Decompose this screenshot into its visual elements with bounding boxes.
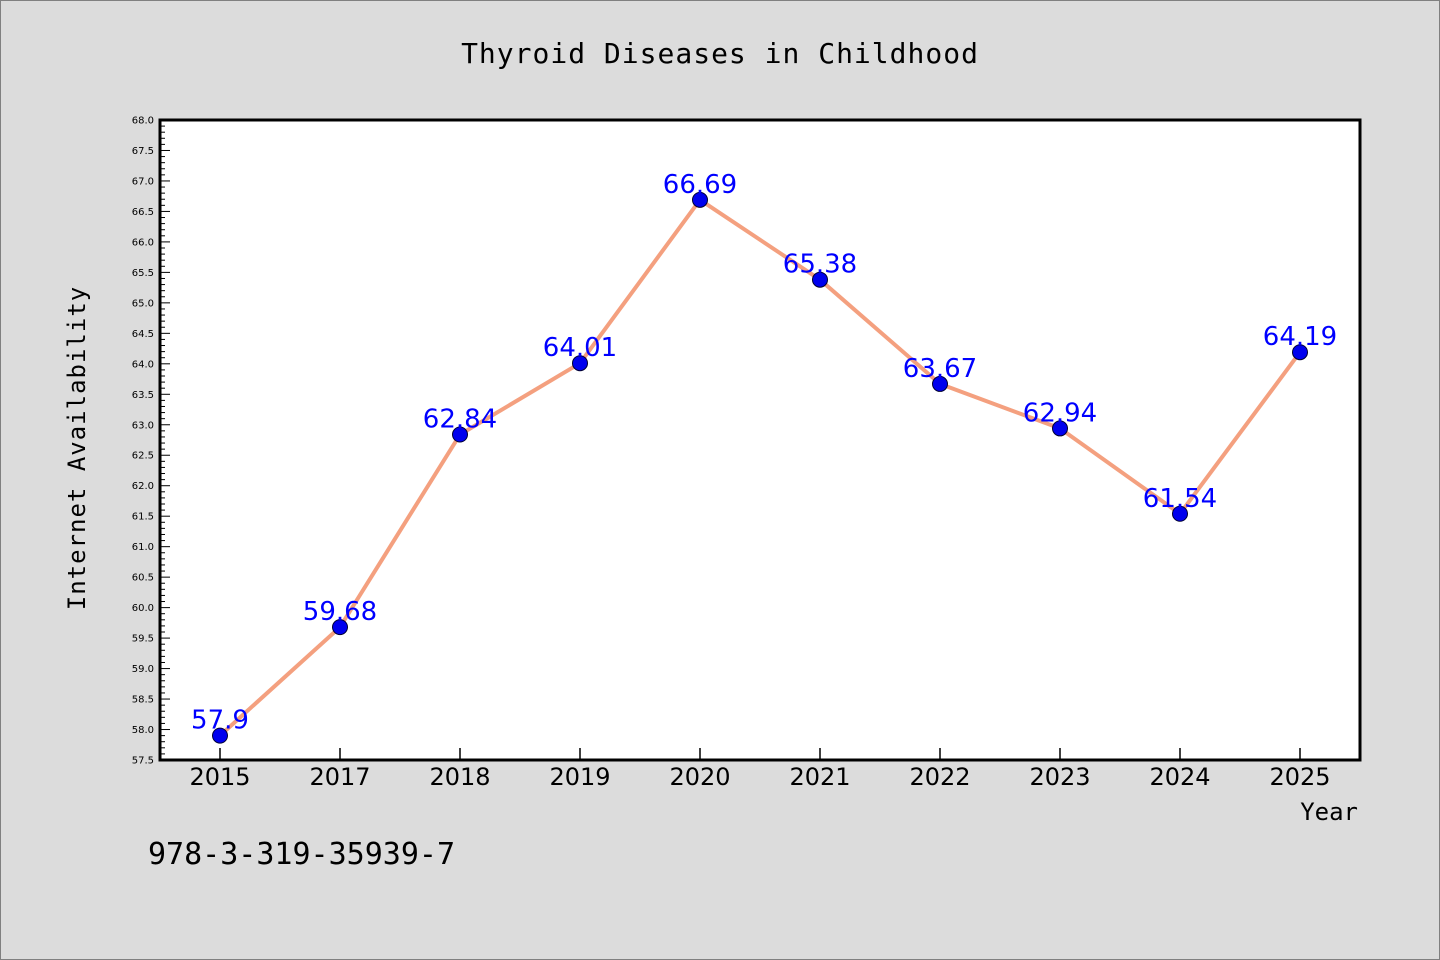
y-tick-label: 58.0	[132, 725, 154, 736]
data-point	[332, 619, 348, 636]
y-tick-label: 62.0	[132, 481, 154, 492]
y-tick-label: 68.0	[132, 116, 154, 127]
y-tick-label: 63.5	[132, 390, 154, 401]
y-tick-label: 59.5	[132, 634, 154, 645]
y-tick-label: 67.5	[132, 146, 154, 157]
x-tick-label: 2018	[429, 763, 490, 791]
data-point	[572, 355, 588, 372]
data-label: 57.9	[191, 706, 249, 736]
y-tick-label: 59.0	[132, 664, 154, 675]
y-tick-label: 64.5	[132, 329, 154, 340]
y-tick-label: 61.0	[132, 542, 154, 553]
x-tick-label: 2025	[1269, 763, 1330, 791]
y-tick-label: 58.5	[132, 695, 154, 706]
series-markers	[212, 191, 1308, 744]
data-point	[452, 426, 468, 443]
data-point	[212, 727, 228, 744]
x-tick-label: 2022	[909, 763, 970, 791]
data-point	[932, 375, 948, 392]
y-tick-label: 57.5	[132, 756, 154, 767]
y-tick-label: 65.0	[132, 298, 154, 309]
data-label: 64.01	[543, 333, 617, 363]
data-point	[1292, 344, 1308, 361]
data-label: 63.67	[903, 354, 977, 384]
y-tick-label: 64.0	[132, 359, 154, 370]
y-tick-label: 65.5	[132, 268, 154, 279]
y-axis-label: Internet Availability	[63, 286, 91, 610]
y-tick-label: 60.5	[132, 573, 154, 584]
y-tick-label: 61.5	[132, 512, 154, 523]
y-tick-label: 62.5	[132, 451, 154, 462]
plot-border	[158, 118, 1362, 762]
y-tick-label: 66.0	[132, 237, 154, 248]
data-label: 62.84	[423, 405, 497, 435]
data-label: 59.68	[303, 597, 377, 627]
x-tick-label: 2024	[1149, 763, 1210, 791]
x-axis-ticks: 2015 2017 2018 2019 2020 2021 2022 2023 2024 2025	[189, 748, 1331, 791]
x-tick-label: 2023	[1029, 763, 1090, 791]
data-label: 65.38	[783, 250, 857, 280]
data-point	[1172, 505, 1188, 522]
data-labels: 57.9 59.68 62.84 64.01 66.69 65.38 63.67 62.94 6…	[191, 170, 1337, 736]
x-tick-label: 2017	[309, 763, 370, 791]
isbn-annotation: 978-3-319-35939-7	[148, 837, 455, 872]
x-tick-label: 2021	[789, 763, 850, 791]
y-tick-label: 63.0	[132, 420, 154, 431]
y-tick-label: 60.0	[132, 603, 154, 614]
x-tick-label: 2015	[189, 763, 250, 791]
data-label: 61.54	[1143, 484, 1217, 514]
data-label: 66.69	[663, 170, 737, 200]
x-axis-label: Year	[1300, 798, 1358, 826]
chart-title: Thyroid Diseases in Childhood	[461, 37, 979, 70]
series-line	[218, 197, 1302, 738]
data-label: 62.94	[1023, 398, 1097, 428]
y-tick-label: 66.5	[132, 207, 154, 218]
data-label: 64.19	[1263, 322, 1337, 352]
y-tick-label: 67.0	[132, 176, 154, 187]
data-point	[1052, 420, 1068, 437]
x-tick-label: 2020	[669, 763, 730, 791]
data-point	[692, 191, 708, 208]
x-tick-label: 2019	[549, 763, 610, 791]
data-point	[812, 271, 828, 288]
plot-area	[160, 120, 1360, 760]
